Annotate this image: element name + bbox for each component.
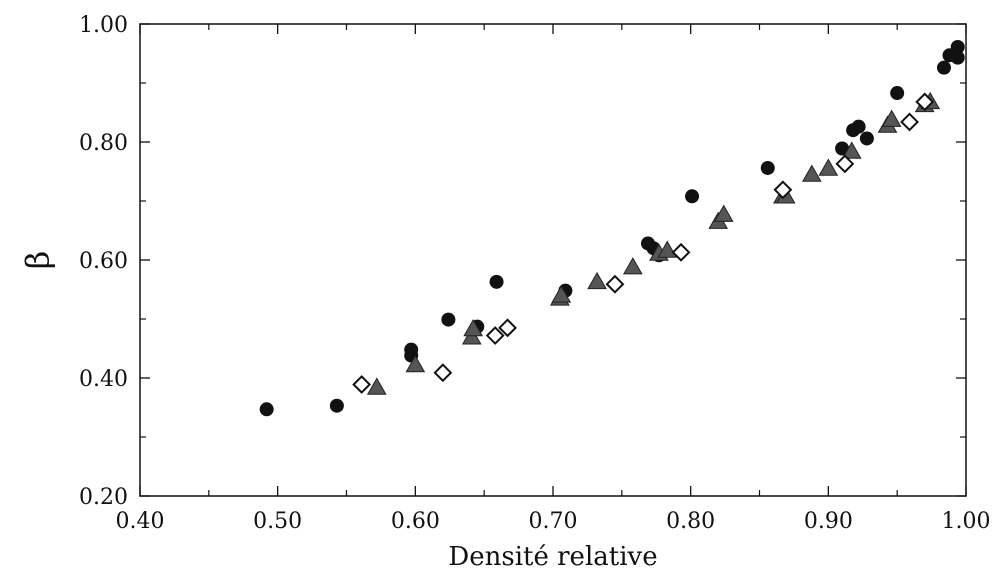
y-tick-label: 1.00 [79, 13, 128, 38]
x-tick-label: 0.90 [804, 509, 853, 534]
y-tick-label: 0.80 [79, 131, 128, 156]
circle-point [859, 131, 874, 146]
axis-ticks [139, 23, 967, 497]
triangle-point [801, 164, 822, 182]
diamond-point [352, 375, 372, 394]
y-axis-label: β [19, 251, 57, 270]
data-points [259, 40, 965, 417]
diamond-point [773, 180, 793, 200]
triangle-point [405, 355, 426, 373]
circle-point [685, 189, 700, 204]
x-tick-label: 0.60 [391, 509, 440, 534]
diamond-point [900, 112, 919, 132]
circle-point [760, 160, 775, 175]
triangle-point [587, 271, 607, 290]
x-tick-label: 0.50 [253, 509, 302, 534]
triangle-point [657, 240, 678, 258]
circle-point [259, 402, 274, 417]
circle-point [950, 40, 965, 55]
x-tick-labels: 0.40 0.50 0.60 0.70 0.80 0.90 1.00 [116, 509, 991, 534]
diamond-point [835, 154, 855, 174]
diamond-point [915, 92, 935, 112]
circle-point [441, 312, 456, 327]
diamond-point [498, 318, 517, 338]
diamond-point [671, 242, 691, 262]
x-tick-label: 0.40 [116, 509, 165, 534]
triangle-point [841, 141, 862, 159]
diamond-point [433, 363, 453, 383]
y-tick-labels: 0.20 0.40 0.60 0.80 1.00 [79, 13, 128, 510]
y-tick-label: 0.60 [79, 249, 128, 274]
circle-point [489, 274, 504, 289]
triangle-point [551, 285, 572, 303]
diamond-point [605, 274, 625, 294]
x-axis-label: Densité relative [448, 542, 657, 572]
x-tick-label: 0.80 [666, 509, 715, 534]
triangle-point [818, 158, 839, 176]
triangle-point [713, 204, 734, 222]
triangle-point [622, 257, 643, 275]
circle-point [835, 141, 850, 156]
y-tick-label: 0.20 [79, 485, 128, 510]
circle-point [329, 398, 344, 413]
plot-frame [139, 23, 967, 497]
x-tick-label: 0.70 [529, 509, 578, 534]
y-tick-label: 0.40 [79, 367, 128, 392]
x-tick-label: 1.00 [942, 509, 991, 534]
circle-point [851, 119, 866, 134]
triangle-point [463, 319, 484, 337]
circle-point [950, 50, 965, 65]
circle-point [936, 60, 951, 75]
triangle-point [881, 109, 902, 127]
circle-point [890, 86, 905, 101]
triangle-point [366, 377, 387, 395]
diamond-point [485, 326, 505, 345]
